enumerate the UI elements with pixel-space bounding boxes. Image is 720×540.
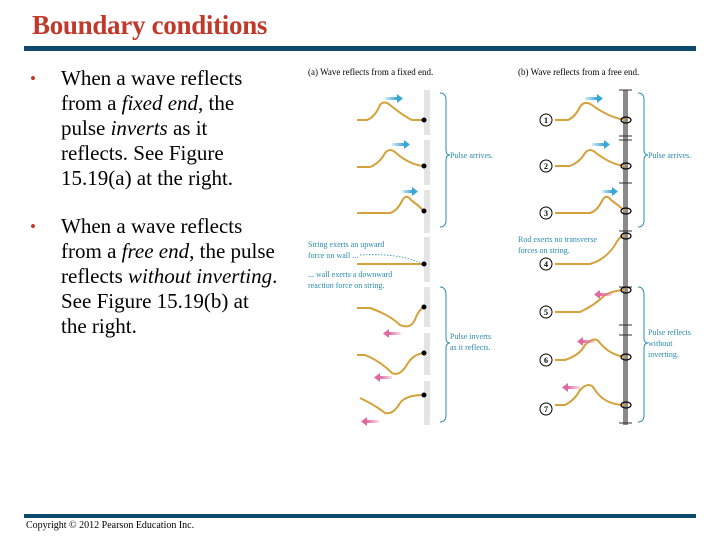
svg-text:3: 3 [544,209,548,218]
svg-text:2: 2 [544,162,548,171]
svg-text:6: 6 [544,356,548,365]
force-arrow-dotted [359,254,421,264]
svg-text:1: 1 [544,116,548,125]
rod-rings [620,116,632,409]
label-pulse-arrives-b: Pulse arrives. [648,151,691,160]
string-pulses-a [357,101,425,415]
svg-text:7: 7 [544,405,548,414]
panel-a-caption: (a) Wave reflects from a fixed end. [308,67,433,77]
label-rod-force-1: Rod exerts no transverse [518,235,597,244]
bullet-icon: • [30,217,36,236]
figure-15-19: (a) Wave reflects from a fixed end. Puls… [300,55,720,435]
step-numbers: 1 2 3 4 5 6 7 [539,113,553,416]
bullet-fixed-end: • When a wave reflects from a fixed end,… [30,66,243,190]
reflect-arrows-b [562,290,612,392]
svg-text:5: 5 [544,308,548,317]
bracket-pulse-arrives-a [439,92,451,228]
reflect-arrows-a [361,329,401,426]
label-pulse-reflects-3: inverting. [648,350,679,359]
bullet-icon: • [30,69,36,88]
slide-title: Boundary conditions [32,10,268,40]
title-divider [24,46,696,51]
free-end-rod [619,89,632,425]
bracket-pulse-arrives-b [637,92,649,228]
panel-b-caption: (b) Wave reflects from a free end. [518,67,639,77]
label-pulse-reflects-1: Pulse reflects [648,328,691,337]
bracket-pulse-inverts [439,286,451,423]
label-wall-reaction-2: reaction force on string. [308,281,384,290]
fixed-wall [424,90,430,425]
svg-text:4: 4 [544,260,548,269]
label-pulse-inverts-2: as it reflects. [450,343,491,352]
copyright-notice: Copyright © 2012 Pearson Education Inc. [26,520,195,531]
label-string-force-2: force on wall ... [308,251,358,260]
footer-divider [24,514,696,518]
label-wall-reaction-1: ... wall exerts a downward [308,270,392,279]
wall-attachment-points [421,117,427,398]
label-rod-force-2: forces on string. [518,246,570,255]
bullet-free-end: • When a wave reflects from a free end, … [30,214,278,338]
bullet-list: • When a wave reflects from a fixed end,… [28,66,278,362]
arrive-arrows-b [585,94,618,196]
arrive-arrows-a [385,94,418,196]
label-string-force-1: String exerts an upward [308,240,384,249]
label-pulse-arrives-a: Pulse arrives. [450,151,493,160]
label-pulse-inverts-1: Pulse inverts [450,332,491,341]
label-pulse-reflects-2: without [648,339,673,348]
bracket-pulse-reflects [637,286,649,423]
